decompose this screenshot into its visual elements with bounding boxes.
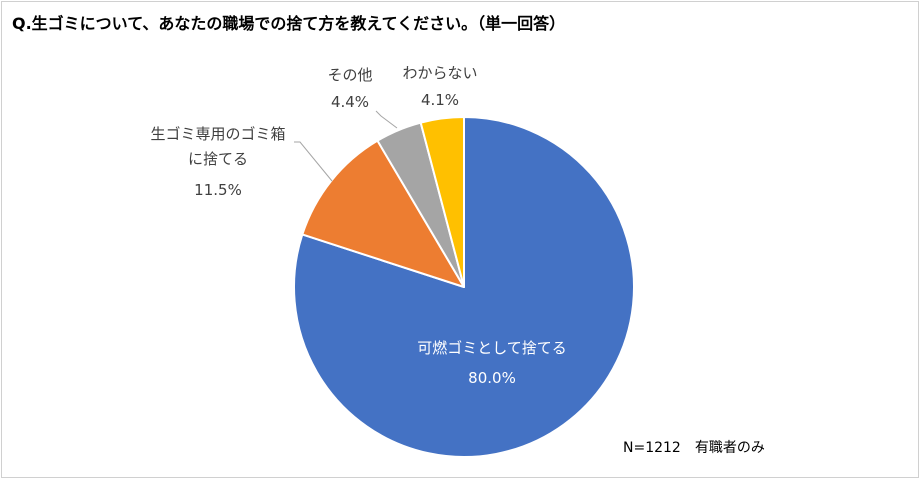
slice-category-label: わからない [402, 64, 477, 82]
chart-title: Q.生ゴミについて、あなたの職場での捨て方を教えてください。（単一回答） [12, 14, 566, 33]
leader-line [294, 141, 333, 182]
slice-category-label: に捨てる [188, 150, 248, 168]
pie-slices [293, 116, 635, 458]
slice-category-label: 生ゴミ専用のゴミ箱 [150, 125, 285, 143]
pie-slice [419, 116, 465, 288]
slice-value-label: 4.4% [331, 93, 369, 111]
slice-value-label: 4.1% [421, 91, 459, 109]
leader-line [375, 110, 398, 129]
leader-lines [294, 110, 398, 182]
slice-value-label: 11.5% [194, 181, 242, 199]
slice-category-label: その他 [327, 66, 372, 84]
slice-value-label: 80.0% [468, 369, 516, 387]
sample-size-note: N=1212 有職者のみ [623, 440, 765, 456]
pie-slice [293, 116, 635, 458]
slice-category-label: 可燃ゴミとして捨てる [417, 339, 567, 357]
